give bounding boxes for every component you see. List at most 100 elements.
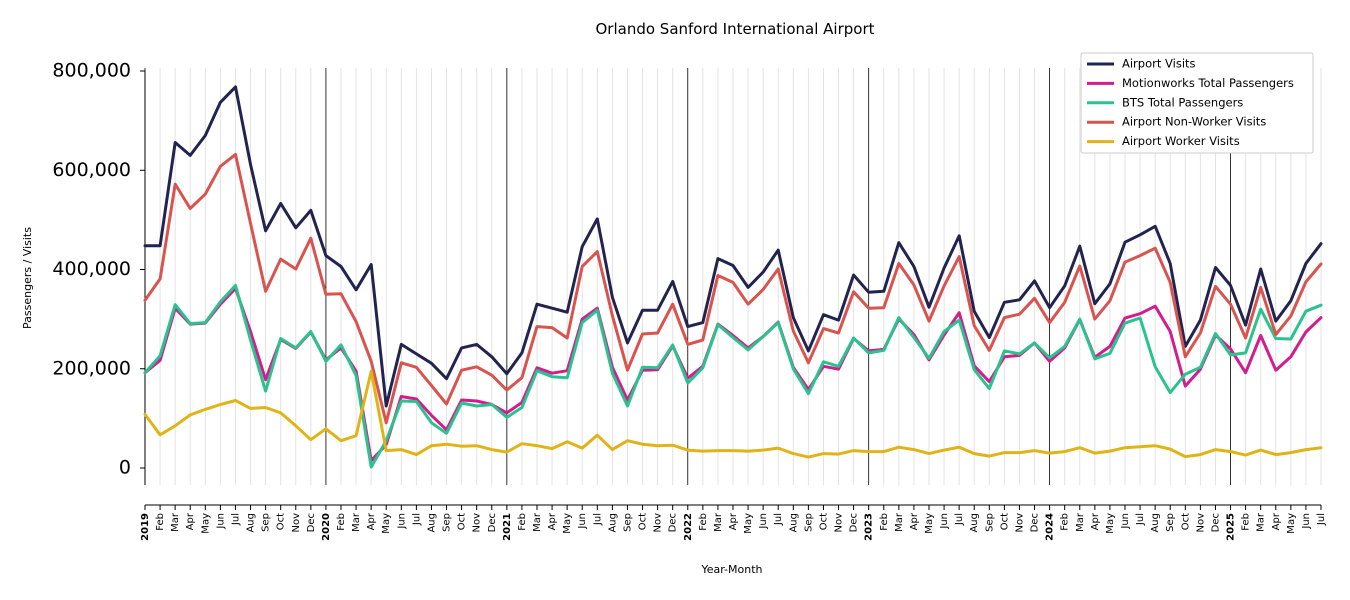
- y-tick-label: 200,000: [52, 357, 131, 379]
- x-tick-label: Mar: [351, 512, 362, 532]
- x-tick-label: Aug: [426, 513, 437, 533]
- x-tick-label: Sep: [442, 513, 453, 532]
- y-tick-label: 0: [119, 457, 131, 479]
- x-tick-label: Apr: [547, 512, 558, 530]
- x-tick-label: Jun: [1301, 513, 1312, 530]
- x-tick-label: 2021: [502, 513, 513, 541]
- x-tick-label: Aug: [969, 513, 980, 533]
- x-tick-label: Sep: [803, 513, 814, 532]
- x-tick-label: May: [924, 513, 935, 534]
- legend-entry: BTS Total Passengers: [1122, 95, 1243, 109]
- x-tick-label: 2024: [1045, 513, 1056, 541]
- x-tick-label: Jul: [954, 513, 965, 526]
- x-tick-label: Dec: [1030, 513, 1041, 532]
- x-tick-label: Feb: [336, 513, 347, 531]
- x-tick-label: Mar: [894, 512, 905, 532]
- x-tick-label: Jun: [939, 513, 950, 530]
- legend: Airport Visits Motionworks Total Passenge…: [1080, 52, 1314, 154]
- x-tick-label: Oct: [457, 513, 468, 530]
- legend-entry: Airport Non-Worker Visits: [1122, 115, 1266, 129]
- x-tick-label: Jun: [215, 513, 226, 530]
- x-tick-label: 2020: [321, 513, 332, 541]
- x-tick-label: May: [1105, 513, 1116, 534]
- series-line: [143, 152, 1323, 425]
- x-tick-label: Feb: [698, 513, 709, 531]
- x-tick-label: Oct: [1180, 513, 1191, 530]
- x-tick-label: Dec: [668, 513, 679, 532]
- y-axis-ticks: 0 200,000 400,000 600,000 800,000: [52, 60, 145, 479]
- series-line: [143, 283, 1323, 469]
- x-tick-label: Jun: [1120, 513, 1131, 530]
- x-tick-label: 2022: [683, 513, 694, 541]
- x-tick-label: Nov: [1195, 513, 1206, 533]
- x-tick-label: Aug: [788, 513, 799, 533]
- x-tick-label: Apr: [728, 512, 739, 530]
- x-tick-label: Jul: [230, 513, 241, 526]
- x-tick-label: May: [743, 513, 754, 534]
- x-tick-label: Aug: [1150, 513, 1161, 533]
- legend-frame: [1080, 52, 1314, 154]
- x-tick-label: Mar: [532, 512, 543, 532]
- y-tick-label: 600,000: [52, 159, 131, 181]
- x-tick-label: Feb: [879, 513, 890, 531]
- x-tick-label: May: [1286, 513, 1297, 534]
- x-tick-label: May: [562, 513, 573, 534]
- x-axis-ticks: 2019 Feb Mar Apr May Jun Jul Aug Sep Oct Nov Dec 202…: [140, 505, 1327, 541]
- x-tick-label: Aug: [246, 513, 257, 533]
- x-tick-label: Oct: [276, 513, 287, 530]
- x-tick-label: Feb: [1241, 513, 1252, 531]
- x-tick-label: Dec: [306, 513, 317, 532]
- x-tick-label: Mar: [170, 512, 181, 532]
- x-tick-label: Nov: [1014, 513, 1025, 533]
- x-tick-label: Oct: [818, 513, 829, 530]
- x-tick-label: Oct: [999, 513, 1010, 530]
- x-tick-label: Jun: [577, 513, 588, 530]
- x-tick-label: Jul: [1316, 513, 1327, 526]
- x-tick-label: Apr: [1090, 512, 1101, 530]
- x-tick-label: Apr: [185, 512, 196, 530]
- x-tick-label: Feb: [1060, 513, 1071, 531]
- x-tick-label: Aug: [607, 513, 618, 533]
- y-tick-label: 800,000: [52, 60, 131, 82]
- x-tick-label: Apr: [909, 512, 920, 530]
- x-tick-label: Jun: [396, 513, 407, 530]
- x-axis-label: Year-Month: [700, 563, 762, 576]
- x-tick-label: Nov: [834, 513, 845, 533]
- chart-title: Orlando Sanford International Airport: [595, 20, 874, 38]
- x-tick-label: Dec: [849, 513, 860, 532]
- x-tick-label: Mar: [1075, 512, 1086, 532]
- series-line: [143, 85, 1323, 408]
- legend-entry: Airport Worker Visits: [1122, 134, 1240, 148]
- x-tick-label: Oct: [638, 513, 649, 530]
- x-tick-label: 2023: [864, 513, 875, 541]
- y-axis-label: Passengers / Visits: [21, 227, 34, 329]
- legend-entry: Motionworks Total Passengers: [1122, 76, 1294, 90]
- x-tick-label: Jul: [411, 513, 422, 526]
- legend-entry: Airport Visits: [1122, 57, 1196, 71]
- x-tick-label: Sep: [261, 513, 272, 532]
- x-tick-label: Dec: [1210, 513, 1221, 532]
- x-tick-label: Sep: [984, 513, 995, 532]
- x-tick-label: Mar: [1256, 512, 1267, 532]
- x-tick-label: Mar: [713, 512, 724, 532]
- x-tick-label: Nov: [653, 513, 664, 533]
- x-tick-label: May: [381, 513, 392, 534]
- series-line: [143, 369, 1323, 459]
- series-lines: [143, 85, 1323, 469]
- x-tick-label: Feb: [517, 513, 528, 531]
- x-tick-label: Nov: [472, 513, 483, 533]
- x-tick-label: Jul: [592, 513, 603, 526]
- x-tick-label: May: [200, 513, 211, 534]
- x-tick-label: Sep: [1165, 513, 1176, 532]
- x-tick-label: Jul: [773, 513, 784, 526]
- x-tick-label: Sep: [622, 513, 633, 532]
- x-tick-label: Apr: [1271, 512, 1282, 530]
- y-tick-label: 400,000: [52, 258, 131, 280]
- x-tick-label: Apr: [366, 512, 377, 530]
- x-tick-label: Nov: [291, 513, 302, 533]
- x-tick-label: 2025: [1226, 513, 1237, 541]
- x-tick-label: 2019: [140, 513, 151, 541]
- x-tick-label: Jun: [758, 513, 769, 530]
- x-tick-label: Jul: [1135, 513, 1146, 526]
